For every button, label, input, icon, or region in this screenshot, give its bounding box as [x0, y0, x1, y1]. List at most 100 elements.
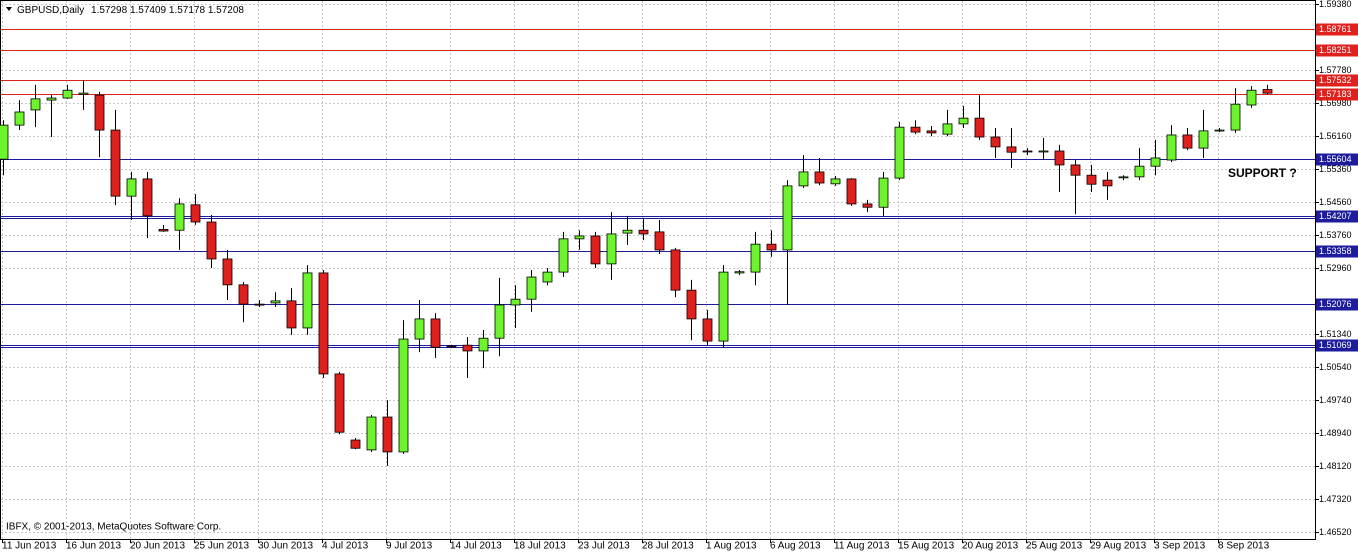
- x-tick-label: 25 Aug 2013: [1026, 541, 1083, 552]
- y-tick-label: 1.49740: [1319, 395, 1352, 405]
- level-label: 1.52076: [1319, 299, 1352, 309]
- y-tick-label: 1.46520: [1319, 527, 1352, 537]
- x-tick-label: 6 Aug 2013: [770, 541, 821, 552]
- candle-body: [638, 229, 649, 235]
- candle-body: [590, 235, 601, 265]
- candle-body: [606, 233, 617, 265]
- x-tick-label: 14 Jul 2013: [450, 541, 502, 552]
- candle-body: [494, 304, 505, 339]
- candle-body: [830, 178, 841, 185]
- candle-body: [990, 136, 1001, 148]
- candle-body: [542, 271, 553, 283]
- candle-body: [958, 117, 969, 125]
- candle-body: [462, 344, 473, 352]
- candle-body: [622, 229, 633, 234]
- x-tick-label: 29 Aug 2013: [1090, 541, 1147, 552]
- candle-body: [1006, 146, 1017, 153]
- candle-body: [1118, 176, 1129, 179]
- x-tick-label: 1 Aug 2013: [706, 541, 757, 552]
- level-label-box: [1316, 153, 1358, 166]
- level-label-box: [1316, 298, 1358, 311]
- candle-body: [94, 94, 105, 131]
- candle-body: [942, 123, 953, 135]
- x-tick-label: 15 Aug 2013: [898, 541, 955, 552]
- y-tick-label: 1.54560: [1319, 197, 1352, 207]
- x-tick-label: 11 Aug 2013: [834, 541, 890, 552]
- level-label-box: [1316, 44, 1358, 57]
- y-tick-label: 1.47320: [1319, 494, 1352, 504]
- low-value: 1.57178: [169, 5, 206, 16]
- candle-body: [430, 318, 441, 348]
- candle-body: [510, 298, 521, 306]
- candle-body: [670, 249, 681, 291]
- y-tick-label: 1.51340: [1319, 329, 1352, 339]
- candle-body: [1134, 165, 1145, 178]
- level-label-box: [1316, 245, 1358, 258]
- x-tick-label: 25 Jun 2013: [194, 541, 249, 552]
- footer: IBFX, © 2001-2013, MetaQuotes Software C…: [6, 522, 221, 533]
- candle-body: [1166, 134, 1177, 161]
- candle-body: [302, 272, 313, 329]
- candle-body: [270, 300, 281, 304]
- level-label: 1.58761: [1319, 24, 1352, 34]
- y-tick-label: 1.57780: [1319, 65, 1352, 75]
- candle-body: [206, 221, 217, 260]
- candle-body: [750, 243, 761, 273]
- x-tick-label: 4 Jul 2013: [322, 541, 369, 552]
- level-label: 1.57183: [1319, 89, 1352, 99]
- x-tick-label: 16 Jun 2013: [66, 541, 121, 552]
- level-label-box: [1316, 339, 1358, 352]
- candle-body: [1230, 103, 1241, 131]
- y-tick-label: 1.53760: [1319, 230, 1352, 240]
- level-label-box: [1316, 88, 1358, 101]
- candle-body: [1022, 150, 1033, 153]
- candle-body: [414, 318, 425, 340]
- candle-body: [0, 124, 9, 160]
- candle-body: [334, 373, 345, 433]
- symbol-name: GBPUSD,Daily: [17, 5, 84, 16]
- candle-body: [926, 130, 937, 134]
- candle-body: [190, 204, 201, 223]
- candle-body: [574, 235, 585, 240]
- candle-body: [686, 289, 697, 320]
- candle-body: [814, 171, 825, 184]
- candle-body: [446, 345, 457, 348]
- candle-body: [1038, 150, 1049, 153]
- candle-body: [254, 303, 265, 306]
- candle-body: [894, 126, 905, 179]
- x-tick-label: 20 Jun 2013: [130, 541, 185, 552]
- level-label-box: [1316, 23, 1358, 36]
- candle-body: [718, 271, 729, 342]
- candle-body: [142, 178, 153, 217]
- level-label: 1.57532: [1319, 75, 1352, 85]
- candle-body: [1214, 129, 1225, 132]
- candle-body: [798, 171, 809, 187]
- candle-body: [238, 284, 249, 305]
- close-value: 1.57208: [208, 5, 245, 16]
- candle-body: [382, 416, 393, 453]
- open-value: 1.57298: [91, 5, 128, 16]
- candle-body: [126, 178, 137, 197]
- y-tick-label: 1.55360: [1319, 164, 1352, 174]
- candle-body: [1070, 164, 1081, 176]
- candle-body: [222, 258, 233, 286]
- x-tick-label: 23 Jul 2013: [578, 541, 630, 552]
- x-tick-label: 3 Sep 2013: [1154, 541, 1206, 552]
- candle-body: [398, 338, 409, 453]
- candle-body: [62, 89, 73, 99]
- x-tick-label: 30 Jun 2013: [258, 541, 313, 552]
- level-label-box: [1316, 210, 1358, 223]
- x-tick-label: 11 Jun 2013: [2, 541, 57, 552]
- candle-body: [1246, 89, 1257, 106]
- candle-body: [1262, 89, 1273, 94]
- x-tick-label: 18 Jul 2013: [514, 541, 566, 552]
- candle-body: [1102, 179, 1113, 187]
- candle-body: [1150, 157, 1161, 167]
- high-value: 1.57409: [130, 5, 167, 16]
- y-tick-label: 1.48120: [1319, 461, 1352, 471]
- y-tick-label: 1.56160: [1319, 131, 1352, 141]
- candle-body: [1086, 174, 1097, 185]
- candle-body: [766, 243, 777, 251]
